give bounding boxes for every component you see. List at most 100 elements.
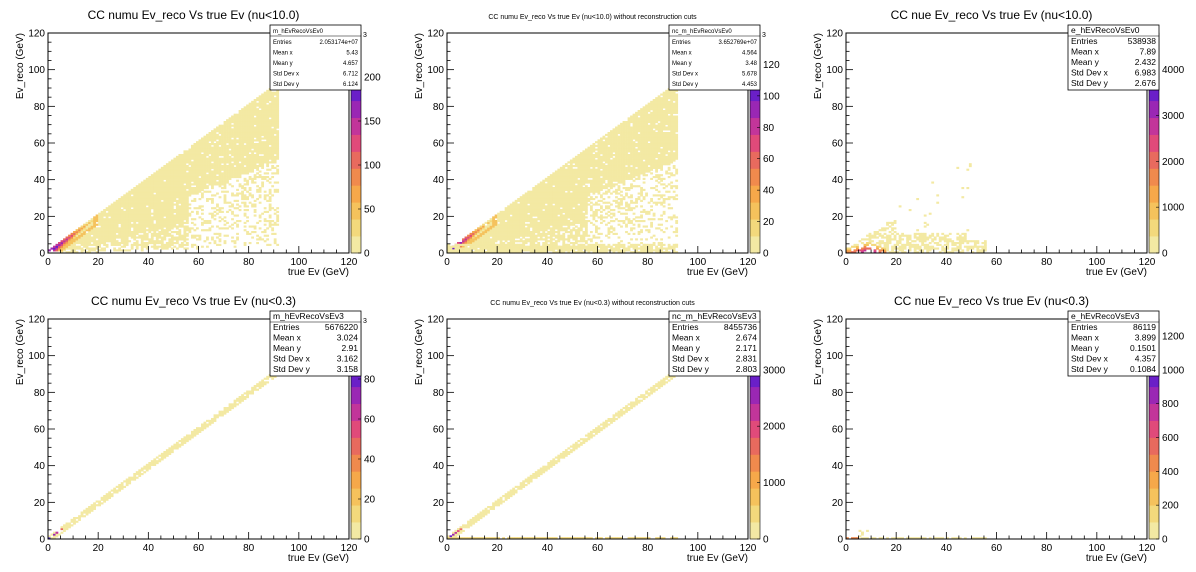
histogram-cell: [88, 227, 91, 230]
histogram-cell: [208, 183, 212, 186]
histogram-cell: [557, 183, 561, 186]
histogram-cell: [138, 221, 142, 224]
histogram-cell: [497, 212, 500, 215]
histogram-cell: [554, 176, 558, 179]
histogram-cell: [143, 229, 147, 232]
histogram-cell: [216, 209, 219, 212]
histogram-cell: [170, 179, 174, 182]
histogram-cell: [211, 133, 214, 136]
histogram-cell: [605, 159, 608, 162]
histogram-cell: [492, 236, 495, 239]
histogram-cell: [228, 177, 232, 180]
histogram-cell: [241, 121, 244, 124]
histogram-cell: [68, 245, 71, 248]
histogram-cell: [592, 192, 596, 195]
histogram-cell: [552, 176, 556, 179]
histogram-cell: [594, 154, 598, 157]
histogram-cell: [266, 126, 270, 129]
histogram-cell: [110, 220, 114, 223]
histogram-cell: [564, 185, 568, 188]
histogram-cell: [178, 218, 182, 221]
histogram-cell: [231, 154, 234, 157]
histogram-cell: [223, 163, 227, 166]
histogram-cell: [185, 154, 189, 157]
histogram-cell: [497, 234, 500, 237]
histogram-cell: [467, 236, 470, 239]
histogram-cell: [276, 150, 280, 153]
histogram-cell: [519, 221, 523, 224]
histogram-cell: [605, 166, 608, 169]
histogram-cell: [68, 234, 71, 237]
histogram-cell: [138, 218, 142, 221]
histogram-cell: [165, 205, 169, 208]
histogram-cell: [527, 227, 531, 230]
histogram-cell: [180, 165, 184, 168]
histogram-cell: [253, 174, 257, 177]
histogram-cell: [160, 242, 164, 245]
histogram-cell: [238, 137, 242, 140]
histogram-cell: [539, 218, 543, 221]
histogram-cell: [128, 214, 132, 217]
histogram-cell: [615, 196, 618, 199]
histogram-cell: [537, 216, 541, 219]
histogram-cell: [554, 181, 558, 184]
histogram-cell: [617, 161, 621, 164]
histogram-cell: [524, 207, 528, 210]
histogram-cell: [218, 227, 222, 230]
histogram-cell: [221, 183, 224, 186]
histogram-cell: [180, 199, 184, 202]
histogram-cell: [178, 190, 182, 193]
histogram-cell: [213, 207, 217, 210]
histogram-cell: [145, 198, 149, 201]
histogram-cell: [113, 221, 117, 224]
histogram-cell: [170, 218, 174, 221]
histogram-cell: [70, 232, 74, 235]
histogram-cell: [163, 232, 167, 235]
histogram-cell: [610, 146, 613, 149]
histogram-cell: [170, 192, 174, 195]
histogram-cell: [610, 150, 613, 153]
histogram-cell: [175, 231, 179, 234]
histogram-cell: [198, 152, 202, 155]
histogram-cell: [158, 218, 162, 221]
histogram-cell: [517, 221, 521, 224]
histogram-cell: [554, 240, 558, 243]
histogram-cell: [589, 174, 593, 177]
histogram-cell: [241, 126, 244, 129]
histogram-cell: [514, 236, 518, 239]
histogram-cell: [175, 192, 179, 195]
histogram-cell: [562, 238, 566, 241]
histogram-cell: [246, 170, 249, 173]
histogram-cell: [125, 218, 129, 221]
histogram-cell: [579, 154, 583, 157]
histogram-cell: [522, 205, 526, 208]
histogram-cell: [522, 236, 526, 239]
histogram-cell: [130, 212, 134, 215]
histogram-cell: [489, 218, 493, 221]
histogram-cell: [469, 238, 473, 241]
histogram-cell: [190, 243, 194, 246]
histogram-cell: [231, 128, 234, 131]
histogram-cell: [529, 220, 533, 223]
histogram-cell: [118, 243, 122, 246]
histogram-cell: [522, 223, 526, 226]
histogram-cell: [261, 155, 265, 158]
histogram-cell: [562, 179, 566, 182]
histogram-cell: [165, 216, 169, 219]
histogram-cell: [574, 242, 578, 245]
histogram-cell: [188, 157, 192, 160]
histogram-cell: [113, 231, 117, 234]
histogram-cell: [489, 232, 493, 235]
histogram-cell: [268, 102, 272, 105]
histogram-cell: [572, 192, 576, 195]
histogram-cell: [188, 227, 192, 230]
histogram-cell: [203, 150, 207, 153]
histogram-cell: [587, 243, 591, 246]
histogram-cell: [263, 130, 267, 133]
histogram-cell: [173, 185, 177, 188]
histogram-cell: [228, 155, 232, 158]
histogram-cell: [148, 176, 152, 179]
histogram-cell: [243, 121, 247, 124]
histogram-cell: [522, 199, 526, 202]
histogram-cell: [537, 203, 541, 206]
